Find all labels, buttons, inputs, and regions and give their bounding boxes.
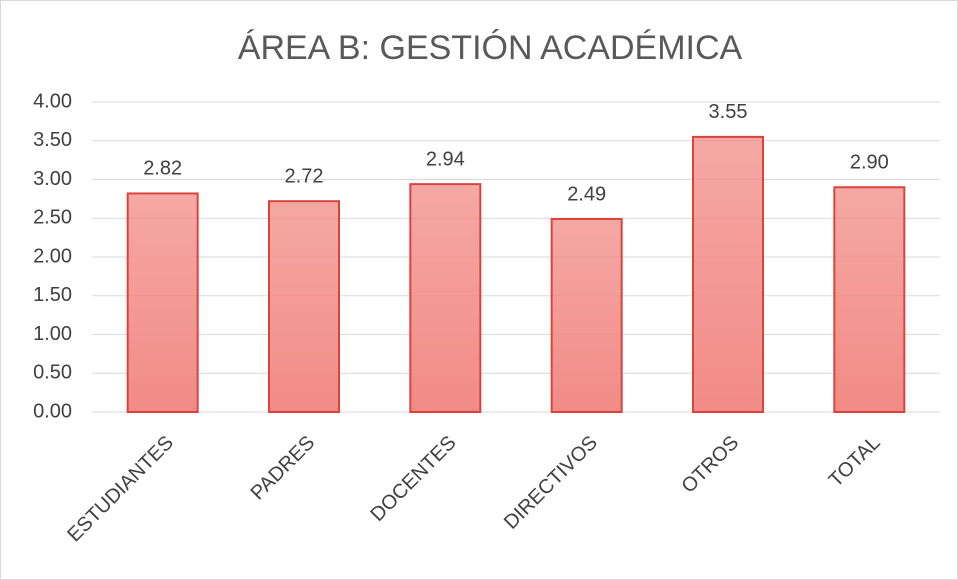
value-label: 2.49 [567, 183, 606, 205]
y-tick-label: 1.50 [33, 284, 72, 306]
bar [833, 186, 906, 413]
bar [126, 192, 199, 413]
value-label: 3.55 [709, 101, 748, 123]
bar [550, 218, 623, 413]
y-tick-label: 2.50 [33, 207, 72, 229]
y-tick-label: 4.00 [33, 90, 72, 112]
y-tick-label: 3.50 [33, 129, 72, 151]
bar [692, 135, 764, 413]
value-label: 2.94 [426, 148, 465, 170]
y-tick-label: 0.00 [33, 400, 72, 422]
y-tick-label: 2.00 [33, 245, 72, 267]
value-label: 2.82 [143, 158, 182, 180]
y-tick-label: 1.00 [33, 323, 72, 345]
chart-title: ÁREA B: GESTIÓN ACADÉMICA [238, 29, 743, 67]
bar [268, 200, 340, 413]
y-tick-label: 0.50 [33, 362, 72, 384]
value-label: 2.90 [850, 152, 889, 174]
value-label: 2.72 [285, 165, 324, 187]
y-tick-label: 3.00 [33, 168, 72, 190]
bar [409, 183, 482, 413]
